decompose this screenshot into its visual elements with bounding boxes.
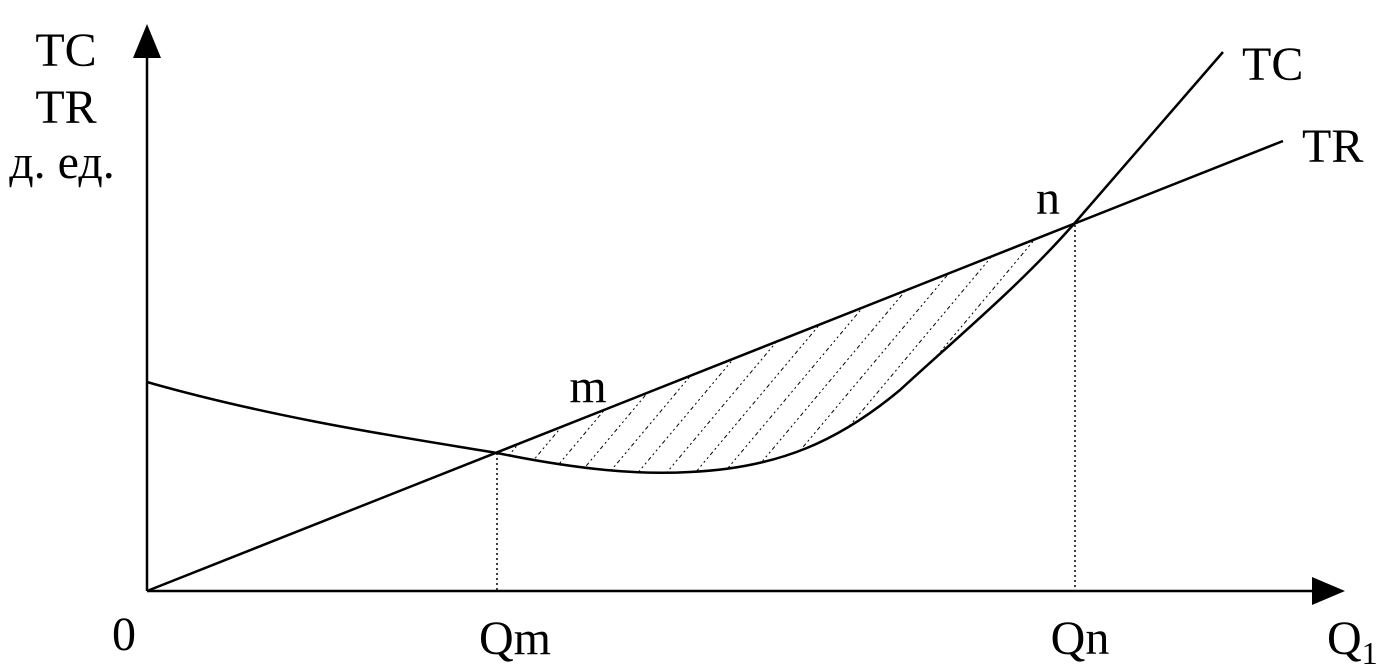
curve-label: TC	[1242, 38, 1303, 91]
x-mark-label: Qm	[479, 612, 551, 665]
x-label-text: Q	[1327, 612, 1362, 665]
x-arrow	[1312, 577, 1345, 605]
y-label: д. ед.	[9, 136, 115, 189]
x-label: Q1	[1327, 612, 1378, 666]
tr-line	[146, 139, 1284, 593]
tc-curve	[146, 51, 1224, 475]
y-arrow	[133, 24, 161, 58]
origin-label: 0	[112, 608, 136, 661]
curve-label: TR	[1302, 120, 1363, 173]
x-mark-label: Qn	[1051, 612, 1110, 665]
point-label: m	[569, 360, 606, 413]
y-label: TC	[35, 24, 96, 77]
y-label: TR	[35, 81, 96, 134]
profit-area	[497, 225, 1073, 473]
point-label: n	[1036, 172, 1060, 225]
x-label-subscript: 1	[1362, 635, 1378, 666]
